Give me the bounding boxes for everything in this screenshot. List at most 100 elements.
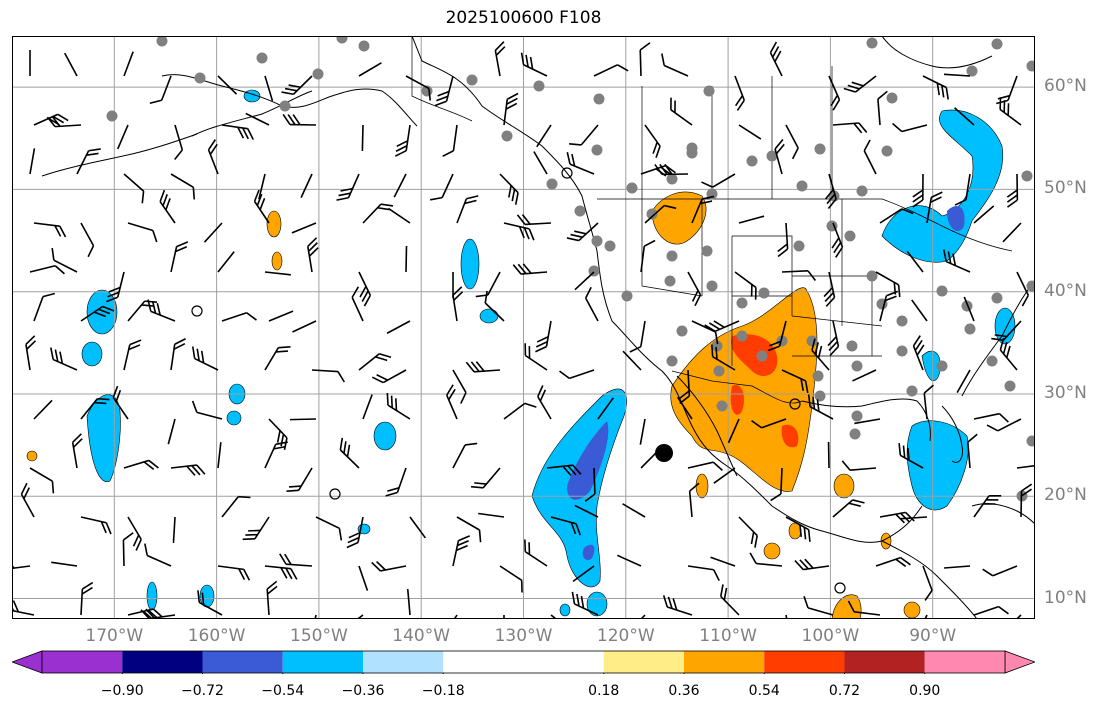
station-dot (766, 150, 778, 162)
station-dot (736, 297, 748, 309)
wind-barb (170, 464, 206, 476)
colorbar-segment (282, 651, 363, 673)
wind-barb (926, 191, 943, 224)
wind-barb (973, 205, 995, 224)
wind-barb (593, 64, 629, 77)
wind-barb (877, 90, 888, 126)
wind-barb (803, 596, 834, 616)
station-dot (756, 350, 768, 362)
longitude-label: 150°W (290, 626, 348, 646)
wind-barb (80, 581, 94, 616)
negative-anomaly-region (559, 603, 571, 617)
station-dot (896, 345, 908, 357)
latitude-label: 60°N (1044, 76, 1087, 97)
wind-barb (710, 556, 736, 567)
wind-barb (687, 271, 702, 307)
wind-barb (875, 556, 911, 568)
wind-barb (879, 290, 899, 322)
wind-barb (80, 516, 112, 535)
wind-barb (963, 296, 975, 322)
strong-positive-region (781, 424, 799, 448)
wind-barb (452, 369, 467, 404)
wind-barb (807, 394, 834, 420)
positive-anomaly-region (26, 450, 38, 462)
station-dot (106, 110, 118, 122)
wind-barb (738, 215, 765, 224)
station-dot (1004, 380, 1016, 392)
wind-barb (430, 173, 454, 201)
station-dot (279, 100, 291, 112)
wind-barb (1016, 271, 1030, 307)
wind-barb (922, 75, 949, 100)
wind-barb (167, 418, 176, 445)
map-panel[interactable] (12, 36, 1035, 619)
wind-barb (258, 173, 266, 200)
wind-barb (371, 369, 407, 384)
map-border (12, 36, 1035, 619)
florida (941, 405, 963, 463)
positive-anomaly-region (266, 210, 282, 238)
negative-anomaly-region (373, 421, 397, 451)
station-dot (806, 335, 818, 347)
wind-barb (106, 271, 125, 303)
station-dot (851, 410, 863, 422)
station-dot (936, 360, 948, 372)
station-dot (358, 40, 370, 52)
positive-anomaly-region (903, 601, 921, 619)
wind-barb (281, 75, 313, 96)
strong-positive-region (731, 334, 778, 376)
colorbar-tick-label: 0.90 (909, 683, 941, 699)
colorbar-segment (443, 651, 604, 673)
wind-barb (898, 443, 924, 469)
longitude-label: 120°W (596, 626, 655, 646)
negative-anomaly-region (146, 581, 158, 611)
station-dot (574, 205, 586, 217)
wind-barb (687, 461, 723, 471)
station-dot (812, 370, 824, 382)
station-dot (666, 355, 678, 367)
wind-barb (292, 320, 317, 333)
wind-barb (123, 339, 142, 371)
calm-marker (329, 488, 341, 500)
wind-barb (358, 353, 392, 371)
province-boundaries (641, 66, 833, 199)
wind-barb (566, 222, 599, 242)
wind-barb (661, 53, 689, 77)
wind-barb (191, 400, 223, 420)
station-dot (846, 340, 858, 352)
wind-barb (536, 124, 552, 148)
station-dot (686, 142, 698, 154)
station-dot (336, 36, 348, 44)
wind-barb (644, 124, 661, 158)
wind-barb (767, 320, 787, 352)
station-dot (466, 74, 478, 86)
wind-barb (456, 195, 479, 224)
wind-barb (307, 237, 319, 273)
station-dot (156, 36, 168, 47)
station-dot (533, 80, 545, 92)
wind-barb (266, 580, 278, 616)
wind-barb (170, 173, 196, 200)
wind-barb (33, 222, 67, 238)
wind-barb (452, 535, 471, 567)
wind-barb (1020, 483, 1033, 518)
central-america (881, 540, 978, 619)
positive-anomaly-region (695, 473, 709, 499)
negative-anomaly-region (586, 591, 608, 617)
wind-barb (769, 41, 783, 77)
station-dot (716, 400, 728, 412)
wind-barb (550, 516, 582, 536)
station-dot (906, 385, 918, 397)
wind-barb (597, 397, 614, 420)
wind-barb (289, 418, 317, 421)
calm-marker (191, 305, 203, 317)
north-america-west-coast (411, 36, 923, 543)
wind-barb (901, 516, 928, 520)
station-dot (591, 235, 603, 247)
wind-barb (1002, 222, 1022, 243)
wind-barb (29, 467, 55, 494)
station-dot (966, 65, 978, 77)
wind-barb (574, 271, 595, 291)
colorbar-segment (844, 651, 925, 673)
wind-barb (738, 516, 758, 548)
